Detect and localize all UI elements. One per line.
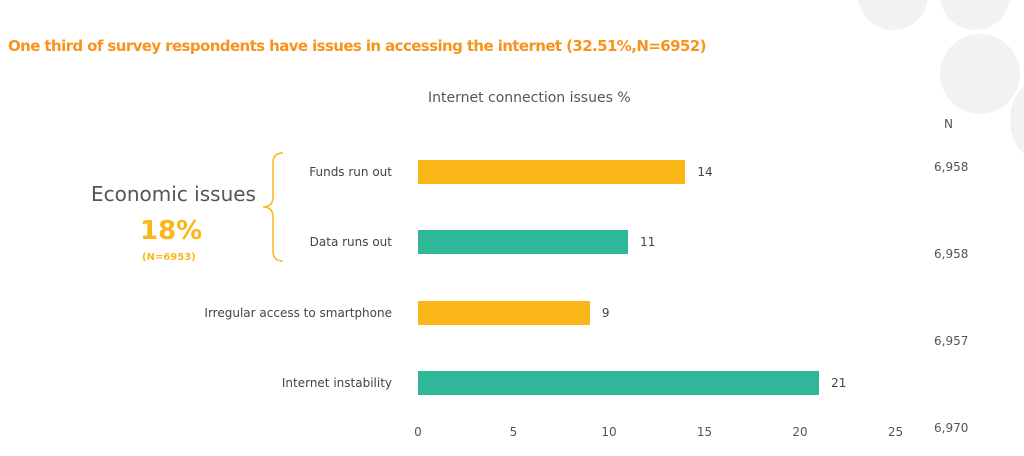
bar <box>418 160 686 184</box>
decor-circle <box>858 0 928 30</box>
x-tick-label: 20 <box>792 425 808 439</box>
decor-circle <box>940 34 1020 114</box>
n-value: 6,958 <box>934 160 969 174</box>
bar <box>418 301 590 325</box>
category-label: Data runs out <box>309 235 392 249</box>
category-label: Irregular access to smartphone <box>204 306 392 320</box>
economic-issues-label: Economic issues <box>91 182 256 206</box>
bar <box>418 230 629 254</box>
decor-circle <box>1010 80 1024 160</box>
bar <box>418 371 820 395</box>
x-tick-label: 25 <box>887 425 904 439</box>
brace-icon <box>262 152 284 262</box>
data-label: 11 <box>640 235 656 249</box>
data-label: 14 <box>697 165 713 179</box>
category-label: Funds run out <box>309 165 392 179</box>
x-tick-label: 10 <box>601 425 617 439</box>
x-tick-label: 5 <box>509 425 518 439</box>
n-header: N <box>944 117 953 131</box>
n-value: 6,970 <box>934 421 969 435</box>
economic-issues-n: (N=6953) <box>142 252 196 263</box>
n-value: 6,958 <box>934 247 969 261</box>
x-tick-label: 15 <box>696 425 713 439</box>
economic-issues-percent: 18% <box>140 216 203 246</box>
x-tick-label: 0 <box>414 425 422 439</box>
data-label: 9 <box>601 306 610 320</box>
decor-circle <box>940 0 1010 30</box>
data-label: 21 <box>831 376 847 390</box>
category-label: Internet instability <box>281 376 392 390</box>
headline: One third of survey respondents have iss… <box>8 37 706 55</box>
chart-title: Internet connection issues % <box>428 90 631 106</box>
n-value: 6,957 <box>934 334 969 348</box>
